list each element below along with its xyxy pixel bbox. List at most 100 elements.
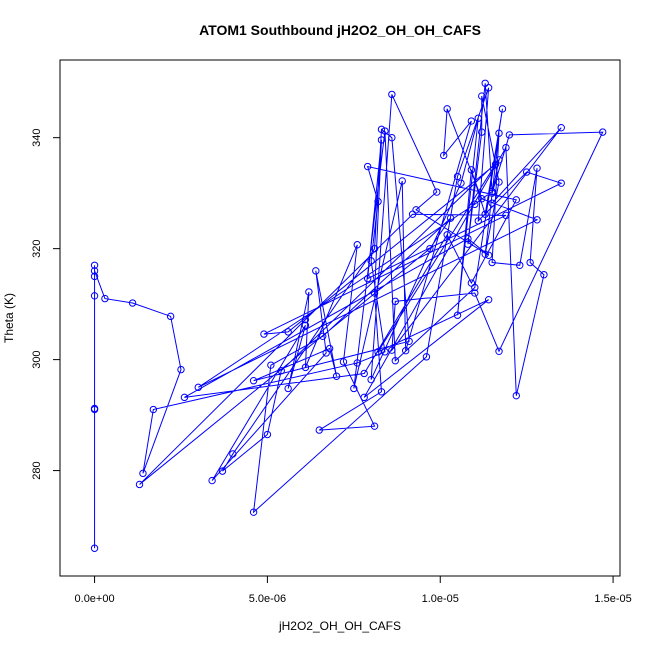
data-point bbox=[408, 210, 417, 218]
data-point bbox=[478, 128, 486, 136]
data-point bbox=[128, 299, 137, 307]
data-point bbox=[388, 133, 396, 142]
data-point bbox=[474, 217, 482, 225]
data-point bbox=[443, 231, 451, 239]
data-point bbox=[457, 179, 465, 187]
data-point bbox=[90, 267, 99, 275]
data-point bbox=[208, 476, 216, 485]
data-point bbox=[180, 393, 189, 402]
data-point bbox=[301, 363, 310, 372]
x-tick-label: 5.0e-06 bbox=[249, 593, 286, 605]
x-tick-label: 1.5e-05 bbox=[594, 593, 631, 605]
data-point bbox=[194, 383, 202, 392]
data-point bbox=[505, 131, 514, 139]
data-point bbox=[440, 151, 448, 160]
data-point bbox=[135, 480, 144, 489]
data-point bbox=[353, 241, 361, 249]
data-point bbox=[443, 105, 451, 113]
data-point bbox=[453, 172, 462, 181]
data-point bbox=[464, 234, 472, 243]
data-point bbox=[267, 361, 275, 369]
data-point bbox=[471, 283, 479, 292]
y-tick-label: 320 bbox=[31, 239, 43, 257]
x-axis-label: jH2O2_OH_OH_CAFS bbox=[278, 619, 401, 633]
data-point bbox=[350, 384, 358, 393]
data-point bbox=[90, 544, 99, 552]
data-point bbox=[377, 125, 386, 134]
data-point bbox=[516, 261, 524, 269]
data-point bbox=[484, 295, 493, 304]
data-point bbox=[166, 312, 175, 321]
data-point bbox=[478, 92, 486, 100]
data-point bbox=[260, 330, 268, 338]
data-point bbox=[557, 179, 565, 187]
x-tick-label: 0.0e+00 bbox=[75, 593, 115, 605]
data-point bbox=[481, 210, 489, 218]
data-point bbox=[360, 393, 368, 402]
data-point bbox=[229, 450, 237, 458]
data-point bbox=[315, 426, 323, 434]
data-point bbox=[381, 127, 389, 135]
data-point bbox=[533, 216, 541, 224]
data-point bbox=[495, 129, 503, 137]
y-tick-label: 340 bbox=[31, 128, 43, 146]
data-point bbox=[464, 240, 472, 248]
data-point bbox=[488, 199, 496, 207]
data-point bbox=[319, 332, 327, 341]
data-point bbox=[360, 369, 368, 378]
data-point bbox=[367, 375, 375, 384]
data-point bbox=[325, 344, 334, 353]
data-point bbox=[370, 289, 379, 297]
data-point bbox=[374, 348, 382, 356]
data-point bbox=[502, 211, 510, 220]
data-point bbox=[401, 347, 410, 355]
data-point bbox=[422, 353, 431, 361]
data-point bbox=[398, 177, 406, 185]
data-point bbox=[512, 196, 520, 204]
data-point bbox=[90, 404, 99, 413]
data-point bbox=[339, 358, 348, 366]
data-point bbox=[353, 359, 361, 367]
data-point bbox=[312, 267, 320, 275]
chart-title: ATOM1 Southbound jH2O2_OH_OH_CAFS bbox=[199, 22, 481, 38]
data-point bbox=[301, 315, 310, 324]
data-point bbox=[101, 294, 109, 303]
data-point bbox=[332, 372, 341, 380]
data-point bbox=[218, 467, 227, 475]
data-point bbox=[478, 195, 486, 203]
data-point bbox=[305, 288, 313, 296]
data-point bbox=[495, 347, 503, 355]
data-point bbox=[467, 117, 476, 125]
data-point bbox=[249, 508, 258, 516]
data-point bbox=[446, 214, 455, 222]
y-tick-label: 300 bbox=[31, 350, 43, 368]
data-point bbox=[90, 272, 99, 281]
data-point bbox=[377, 136, 386, 144]
data-point bbox=[391, 357, 400, 365]
data-point bbox=[484, 251, 493, 260]
data-point bbox=[363, 274, 372, 283]
data-point bbox=[484, 84, 493, 92]
data-point bbox=[388, 346, 396, 354]
plot-area-border bbox=[59, 59, 621, 577]
series-layer bbox=[90, 79, 607, 552]
data-point bbox=[249, 376, 258, 385]
data-point bbox=[453, 311, 462, 319]
data-point bbox=[263, 430, 272, 439]
y-axis-label: Theta (K) bbox=[2, 293, 16, 343]
data-point bbox=[533, 164, 541, 172]
data-point bbox=[90, 292, 99, 300]
data-point bbox=[495, 178, 503, 186]
data-point bbox=[367, 257, 375, 265]
data-point bbox=[388, 90, 396, 99]
data-point bbox=[481, 250, 489, 258]
data-point bbox=[391, 297, 400, 306]
data-point bbox=[149, 405, 158, 414]
data-point bbox=[498, 105, 507, 113]
x-tick-label: 1.0e-05 bbox=[422, 593, 459, 605]
data-point bbox=[471, 289, 479, 297]
data-point bbox=[139, 469, 147, 478]
data-point bbox=[405, 337, 413, 346]
data-point bbox=[599, 128, 607, 136]
data-point bbox=[474, 114, 482, 122]
